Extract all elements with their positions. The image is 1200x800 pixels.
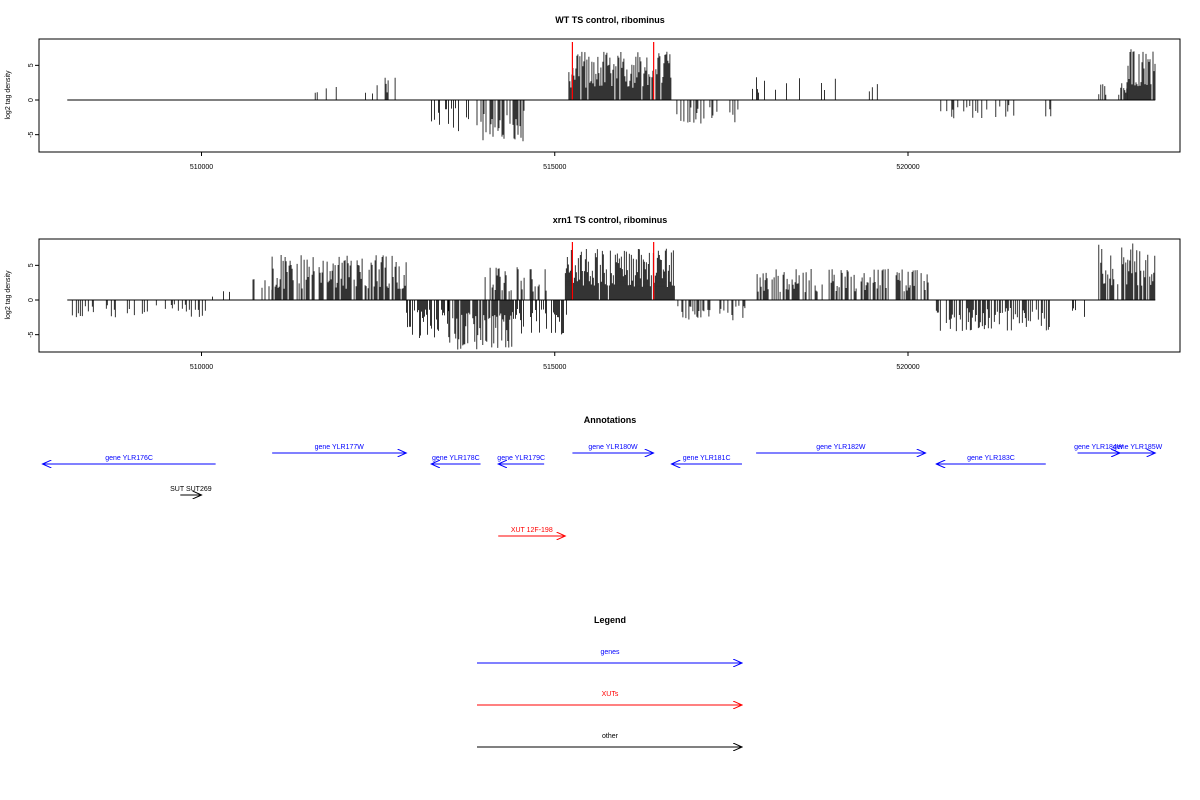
plus-strand-coverage-segment: [1098, 83, 1128, 100]
plus-strand-coverage-segment: [1126, 49, 1156, 100]
track-panel-xrn1: xrn1 TS control, ribominus log2 tag dens…: [5, 215, 1181, 371]
feature-label: gene YLR176C: [105, 455, 153, 462]
minus-strand-coverage-segment: [512, 300, 567, 335]
x-tick-label: 520000: [896, 364, 919, 371]
coverage-bars: [314, 49, 1156, 142]
minus-strand-coverage-segment: [1045, 100, 1052, 117]
feature-label: gene YLR183C: [967, 455, 1015, 462]
y-axis: -5 0 5: [28, 263, 39, 338]
plus-strand-coverage-segment: [314, 87, 337, 100]
feature-label: gene YLR181C: [683, 455, 731, 462]
minus-strand-coverage-segment: [448, 300, 513, 350]
plot-frame: [38, 238, 1181, 353]
minus-strand-coverage-segment: [406, 300, 449, 338]
x-tick-label: 515000: [543, 364, 566, 371]
y-axis-label: log2 tag density: [5, 270, 12, 320]
minus-strand-coverage-segment: [431, 100, 469, 132]
plus-strand-coverage-segment: [212, 291, 230, 300]
minus-strand-coverage-segment: [71, 300, 206, 318]
minus-strand-coverage-segment: [935, 300, 1050, 332]
feature-label: gene YLR184W: [1074, 444, 1124, 451]
feature-label: SUT SUT269: [170, 486, 212, 493]
legend-label: genes: [600, 649, 620, 656]
x-tick-label: 520000: [896, 164, 919, 171]
legend-title: Legend: [594, 615, 626, 625]
annotations-title: Annotations: [584, 415, 637, 425]
y-tick-label: 5: [28, 263, 35, 267]
plus-strand-coverage-segment: [834, 78, 878, 100]
plus-strand-coverage-segment: [365, 92, 373, 100]
minus-strand-coverage-segment: [677, 300, 746, 321]
legend-panel: Legend genes XUTs other: [477, 615, 742, 747]
y-axis: -5 0 5: [28, 63, 39, 138]
x-tick-label: 510000: [190, 164, 213, 171]
plus-strand-coverage-segment: [564, 248, 675, 300]
minus-strand-coverage-segment: [676, 100, 739, 124]
x-axis: 510000 515000 520000: [190, 352, 920, 371]
feature-label: gene YLR177W: [315, 444, 365, 451]
feature-label: gene YLR182W: [816, 444, 866, 451]
feature-label: gene YLR180W: [588, 444, 638, 451]
feature-label: gene YLR178C: [432, 455, 480, 462]
panel-title: WT TS control, ribominus: [555, 15, 665, 25]
plus-strand-coverage-segment: [376, 77, 396, 100]
legend-label: XUTs: [602, 691, 619, 698]
annotation-features: gene YLR176C gene YLR177W gene YLR178C gene…: [43, 444, 1163, 536]
panel-title: xrn1 TS control, ribominus: [553, 215, 668, 225]
plus-strand-coverage-segment: [252, 279, 273, 300]
minus-strand-coverage-segment: [1072, 300, 1085, 317]
x-axis: 510000 515000 520000: [190, 152, 920, 171]
plus-strand-coverage-segment: [484, 267, 547, 300]
feature-label: gene YLR185W: [1113, 444, 1163, 451]
plus-strand-coverage-segment: [756, 268, 929, 300]
x-tick-label: 515000: [543, 164, 566, 171]
legend-items: genes XUTs other: [477, 649, 742, 747]
legend-label: other: [602, 733, 619, 740]
minus-strand-coverage-segment: [476, 100, 525, 142]
plus-strand-coverage-segment: [271, 255, 407, 300]
plot-frame: [38, 38, 1181, 153]
highlight-lines: [571, 42, 655, 101]
feature-label: XUT 12F-198: [511, 527, 553, 534]
track-panel-wt: WT TS control, ribominus log2 tag densit…: [5, 15, 1181, 171]
y-tick-label: -5: [28, 331, 35, 337]
y-axis-label: log2 tag density: [5, 70, 12, 120]
plus-strand-coverage-segment: [1098, 243, 1156, 300]
coverage-bars: [71, 243, 1156, 350]
minus-strand-coverage-segment: [940, 100, 1015, 119]
y-tick-label: 0: [28, 298, 35, 302]
y-tick-label: 0: [28, 98, 35, 102]
feature-label: gene YLR179C: [497, 455, 545, 462]
plus-strand-coverage-segment: [568, 51, 672, 100]
highlight-lines: [571, 242, 655, 301]
y-tick-label: 5: [28, 63, 35, 67]
y-tick-label: -5: [28, 131, 35, 137]
plus-strand-coverage-segment: [752, 77, 825, 100]
x-tick-label: 510000: [190, 364, 213, 371]
